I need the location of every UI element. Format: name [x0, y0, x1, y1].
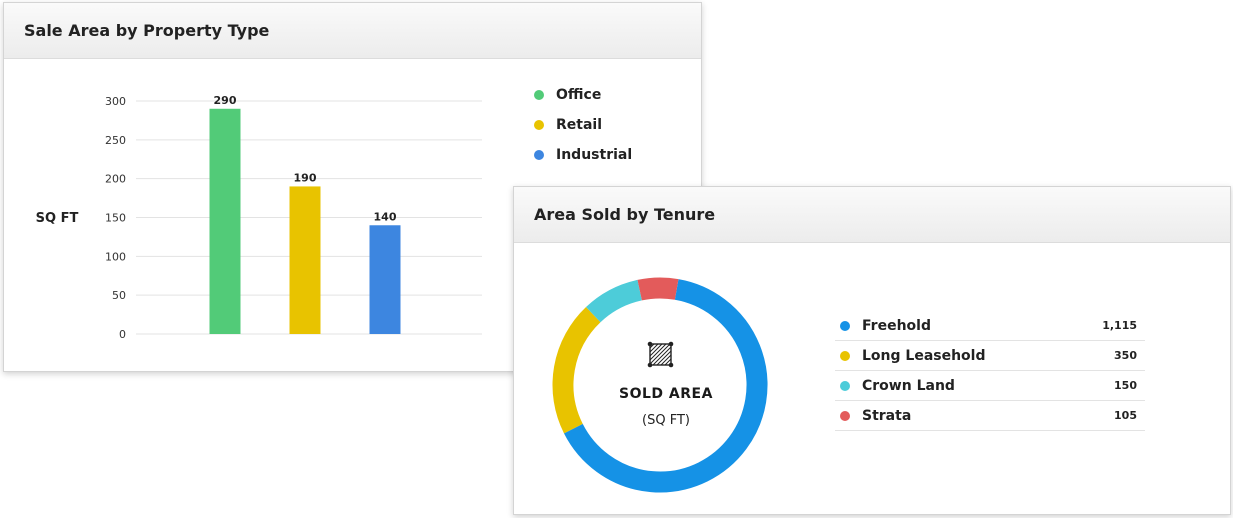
- legend-swatch: [840, 350, 850, 361]
- legend-swatch: [840, 410, 850, 421]
- bar-data-label: 190: [294, 171, 317, 184]
- y-tick-label: 50: [112, 289, 126, 302]
- legend-swatch: [840, 320, 850, 331]
- legend-label: Retail: [556, 117, 603, 133]
- donut-center-unit: (SQ FT): [642, 413, 690, 428]
- y-axis-label: SQ FT: [36, 211, 79, 226]
- legend-value: 350: [1114, 349, 1137, 362]
- donut-center-label: SOLD AREA: [619, 386, 713, 402]
- bar-industrial: [369, 225, 401, 334]
- y-tick-label: 250: [105, 134, 126, 147]
- tenure-legend: Freehold 1,115 Long Leasehold 350 Crown Land…: [835, 311, 1145, 431]
- legend-label: Long Leasehold: [862, 347, 986, 364]
- y-tick-label: 300: [105, 95, 126, 108]
- legend-swatch: [534, 150, 544, 160]
- legend-item-strata: Strata 105: [835, 401, 1145, 431]
- donut-chart-title: Area Sold by Tenure: [514, 187, 1230, 243]
- legend-item-retail: Retail: [534, 110, 632, 140]
- legend-swatch: [534, 120, 544, 130]
- bar-legend: Office Retail Industrial: [534, 80, 632, 170]
- legend-item-freehold: Freehold 1,115: [835, 311, 1145, 341]
- bar-retail: [289, 186, 321, 334]
- legend-swatch: [534, 90, 544, 100]
- legend-label: Industrial: [556, 147, 633, 163]
- legend-swatch: [840, 380, 850, 391]
- legend-label: Freehold: [862, 317, 931, 334]
- legend-label: Crown Land: [862, 377, 955, 394]
- y-tick-label: 150: [105, 212, 126, 225]
- bar-data-label: 140: [374, 210, 397, 223]
- bar-data-label: 290: [214, 94, 237, 107]
- legend-value: 150: [1114, 379, 1137, 392]
- bar-chart: 0 50 100 150 200 250 300 SQ FT 290 190 140: [36, 94, 482, 341]
- bar-office: [209, 108, 241, 335]
- legend-value: 1,115: [1102, 319, 1137, 332]
- legend-item-long-leasehold: Long Leasehold 350: [835, 341, 1145, 371]
- legend-label: Strata: [862, 407, 912, 424]
- legend-item-office: Office: [534, 80, 632, 110]
- bar-chart-title: Sale Area by Property Type: [4, 3, 701, 59]
- y-tick-label: 0: [119, 328, 126, 341]
- legend-item-crown-land: Crown Land 150: [835, 371, 1145, 401]
- legend-label: Office: [556, 87, 602, 103]
- legend-item-industrial: Industrial: [534, 140, 632, 170]
- y-tick-label: 200: [105, 173, 126, 186]
- legend-value: 105: [1114, 409, 1137, 422]
- y-tick-label: 100: [105, 250, 126, 263]
